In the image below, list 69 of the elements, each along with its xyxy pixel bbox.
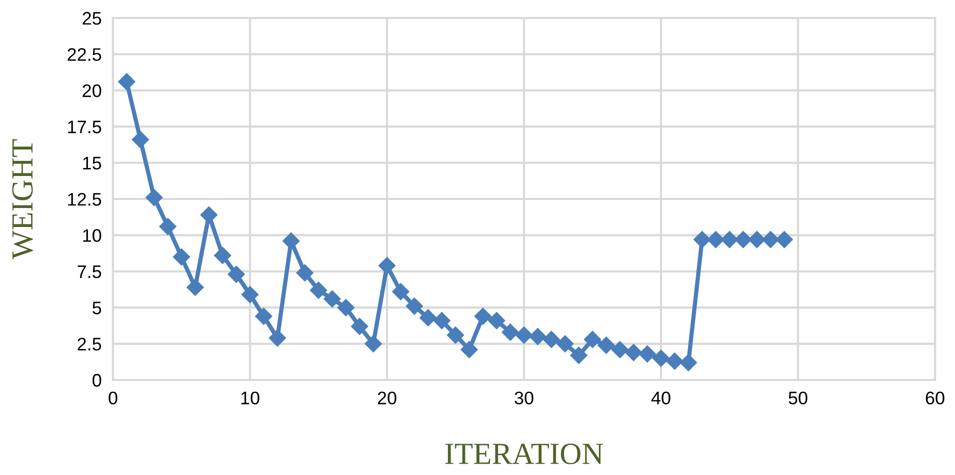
point <box>680 354 697 372</box>
point <box>378 257 396 274</box>
x-axis-title: ITERATION <box>445 444 604 464</box>
point <box>146 189 163 206</box>
point <box>214 246 232 264</box>
y-tick-label: 7.5 <box>78 266 102 278</box>
point <box>584 330 602 348</box>
y-tick-label: 2.5 <box>78 338 102 351</box>
point <box>159 218 176 236</box>
y-tick-label: 20 <box>82 84 102 98</box>
y-tick-label: 12.5 <box>68 192 102 206</box>
point <box>324 290 341 308</box>
point <box>666 352 684 370</box>
x-tick-label: 50 <box>788 392 808 404</box>
point <box>310 282 328 299</box>
point <box>351 318 368 335</box>
y-tick-label: 25 <box>82 12 102 25</box>
point <box>433 312 450 330</box>
point <box>186 278 204 296</box>
y-axis-title: WEIGHT <box>12 139 33 260</box>
point <box>296 264 314 282</box>
point <box>652 350 670 367</box>
point <box>556 335 574 352</box>
point <box>638 345 656 362</box>
point <box>255 308 272 325</box>
point <box>132 131 149 148</box>
point <box>406 298 423 315</box>
point <box>720 230 738 248</box>
point <box>200 206 218 224</box>
point <box>748 230 766 248</box>
point <box>776 230 793 248</box>
point <box>694 230 711 248</box>
point <box>474 308 492 325</box>
x-tick-label: 40 <box>651 392 670 404</box>
point <box>228 266 245 283</box>
x-tick-label: 30 <box>514 392 534 404</box>
y-tick-label: 10 <box>83 229 102 242</box>
point <box>542 330 560 348</box>
point <box>172 248 190 266</box>
point <box>392 283 410 300</box>
point <box>625 344 642 362</box>
y-tick-label: 15 <box>83 156 102 170</box>
x-tick-label: 10 <box>241 392 260 404</box>
point <box>446 326 464 344</box>
x-tick-label: 20 <box>378 392 396 404</box>
point <box>502 324 519 341</box>
point <box>420 309 437 326</box>
point <box>282 232 300 250</box>
point <box>337 299 354 316</box>
point <box>118 73 136 90</box>
point <box>268 329 286 347</box>
point <box>364 335 382 352</box>
point <box>529 328 546 346</box>
y-tick-label: 17.5 <box>68 120 102 134</box>
x-tick-label: 0 <box>108 392 118 404</box>
point <box>611 341 628 358</box>
point <box>570 346 588 364</box>
point <box>734 230 752 248</box>
x-tick-label: 60 <box>926 392 944 404</box>
point <box>598 336 615 354</box>
y-tick-label: 0 <box>92 374 102 387</box>
y-tick-label: 22.5 <box>68 48 102 61</box>
point <box>460 341 478 358</box>
point <box>241 286 259 304</box>
y-tick-label: 5 <box>92 302 102 314</box>
point <box>762 230 780 248</box>
point <box>488 312 506 330</box>
point <box>707 230 724 248</box>
point <box>515 326 533 344</box>
